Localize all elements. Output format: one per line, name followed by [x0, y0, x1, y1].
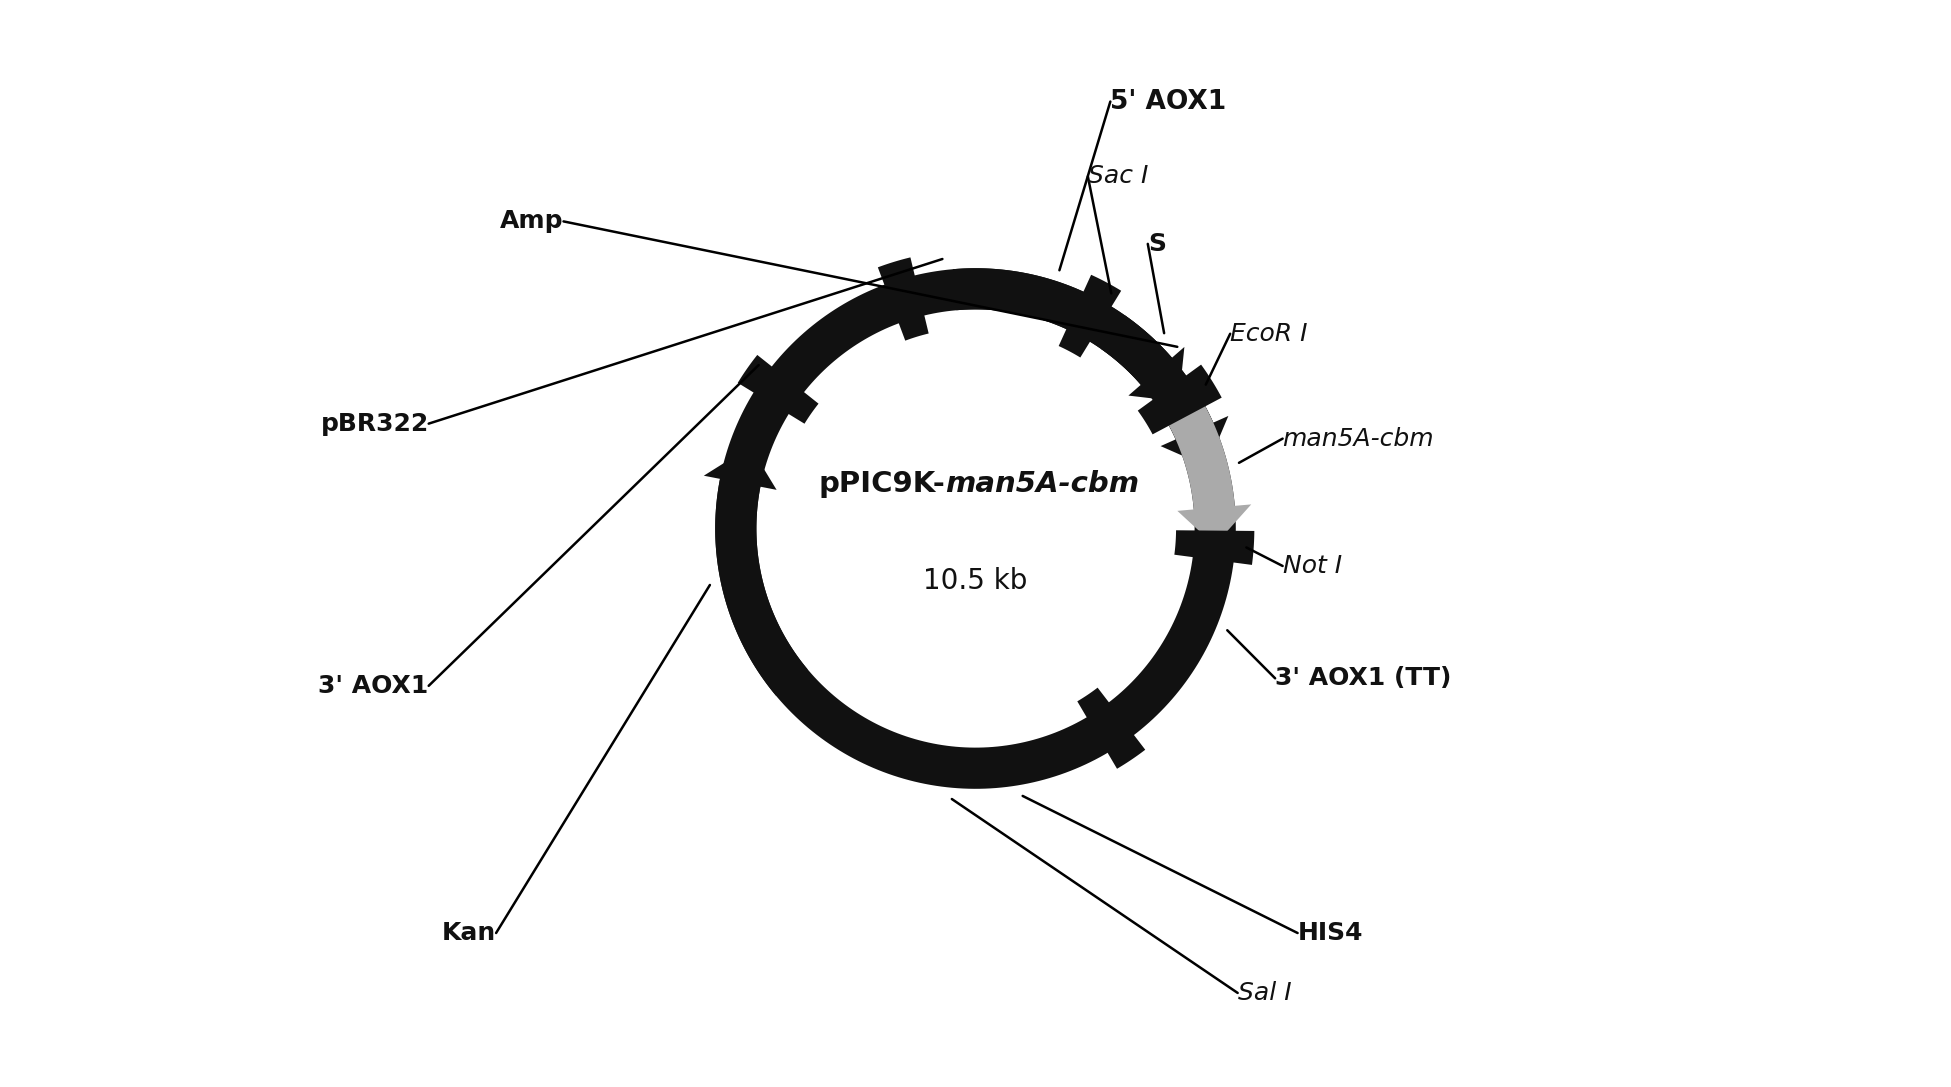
Polygon shape — [878, 258, 929, 340]
Text: pPIC9K-: pPIC9K- — [819, 470, 946, 498]
Polygon shape — [1059, 275, 1122, 358]
Polygon shape — [1077, 688, 1145, 769]
Text: S: S — [1147, 232, 1167, 255]
Polygon shape — [1165, 398, 1251, 546]
Text: Not I: Not I — [1282, 554, 1342, 578]
Text: 5' AOX1: 5' AOX1 — [1110, 88, 1227, 114]
Text: 3' AOX1: 3' AOX1 — [318, 674, 429, 698]
Text: Amp: Amp — [499, 210, 564, 234]
Text: HIS4: HIS4 — [1297, 921, 1364, 945]
Text: Sal I: Sal I — [1237, 980, 1292, 1005]
Text: pBR322: pBR322 — [320, 412, 429, 436]
Text: 10.5 kb: 10.5 kb — [923, 567, 1028, 595]
Text: Kan: Kan — [441, 921, 496, 945]
Polygon shape — [1100, 315, 1229, 466]
Polygon shape — [704, 447, 808, 696]
Text: man5A-cbm: man5A-cbm — [1282, 426, 1434, 451]
Text: EcoR I: EcoR I — [1231, 322, 1307, 346]
Polygon shape — [1137, 364, 1221, 435]
Polygon shape — [1175, 530, 1254, 565]
Polygon shape — [716, 268, 1235, 789]
Text: 3' AOX1 (TT): 3' AOX1 (TT) — [1276, 666, 1452, 690]
Polygon shape — [737, 355, 819, 424]
Text: man5A-cbm: man5A-cbm — [946, 470, 1139, 498]
Text: Sac I: Sac I — [1089, 164, 1149, 188]
Polygon shape — [952, 268, 1184, 401]
